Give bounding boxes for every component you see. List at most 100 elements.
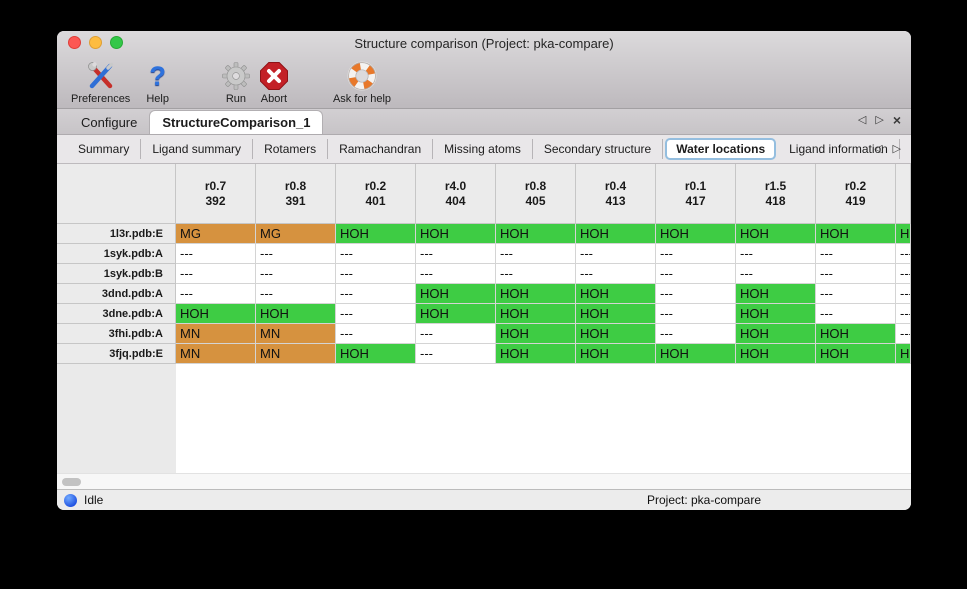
table-cell[interactable]: HOH	[336, 344, 416, 364]
subtab-ligand-information[interactable]: Ligand information	[778, 139, 900, 159]
table-cell[interactable]: ---	[896, 244, 911, 264]
close-window-button[interactable]	[68, 36, 81, 49]
subtab-summary[interactable]: Summary	[67, 139, 142, 159]
table-cell[interactable]: ---	[816, 264, 896, 284]
table-cell[interactable]: ---	[176, 264, 256, 284]
table-cell[interactable]: HOH	[496, 324, 576, 344]
subtab-ligand-summary[interactable]: Ligand summary	[141, 139, 254, 159]
table-cell[interactable]: ---	[416, 264, 496, 284]
table-cell[interactable]: HOH	[416, 284, 496, 304]
table-cell[interactable]: ---	[176, 284, 256, 304]
horizontal-scrollbar[interactable]	[57, 473, 911, 489]
table-cell[interactable]: ---	[656, 244, 736, 264]
abort-button[interactable]: Abort	[259, 60, 289, 105]
table-cell[interactable]: ---	[336, 244, 416, 264]
table-cell[interactable]: ---	[496, 244, 576, 264]
zoom-window-button[interactable]	[110, 36, 123, 49]
table-cell[interactable]: ---	[896, 324, 911, 344]
table-cell[interactable]: ---	[576, 244, 656, 264]
row-label-3fjq-pdb-E[interactable]: 3fjq.pdb:E	[57, 344, 176, 364]
subtab-secondary-structure[interactable]: Secondary structure	[533, 139, 664, 159]
row-label-1syk-pdb-B[interactable]: 1syk.pdb:B	[57, 264, 176, 284]
row-label-3fhi-pdb-A[interactable]: 3fhi.pdb:A	[57, 324, 176, 344]
subtab-water-locations[interactable]: Water locations	[665, 138, 777, 160]
table-cell[interactable]: ---	[416, 244, 496, 264]
table-cell[interactable]: HOH	[816, 224, 896, 244]
table-cell[interactable]: ---	[816, 304, 896, 324]
table-cell[interactable]: HOH	[416, 304, 496, 324]
table-cell[interactable]: HOH	[816, 324, 896, 344]
preferences-button[interactable]: Preferences	[71, 60, 130, 105]
table-cell[interactable]: HOH	[176, 304, 256, 324]
table-cell[interactable]: ---	[416, 344, 496, 364]
ask-for-help-button[interactable]: Ask for help	[333, 60, 391, 105]
table-cell[interactable]: HOH	[576, 344, 656, 364]
table-cell[interactable]: ---	[896, 264, 911, 284]
tab-configure[interactable]: Configure	[81, 115, 138, 130]
table-cell[interactable]: HOH	[656, 224, 736, 244]
subtab-missing-atoms[interactable]: Missing atoms	[433, 139, 533, 159]
table-cell[interactable]: HOH	[256, 304, 336, 324]
table-cell[interactable]: MG	[256, 224, 336, 244]
table-cell[interactable]: ---	[256, 284, 336, 304]
help-button[interactable]: ? Help	[146, 60, 169, 105]
row-label-1syk-pdb-A[interactable]: 1syk.pdb:A	[57, 244, 176, 264]
table-cell[interactable]: ---	[336, 264, 416, 284]
table-cell[interactable]: ---	[656, 284, 736, 304]
table-cell[interactable]: ---	[896, 304, 911, 324]
table-cell[interactable]: HOH	[736, 304, 816, 324]
table-cell[interactable]: ---	[336, 324, 416, 344]
table-cell[interactable]: HOH	[496, 344, 576, 364]
tab-structure-comparison-1[interactable]: StructureComparison_1	[149, 110, 324, 134]
table-cell[interactable]: HOH	[576, 224, 656, 244]
table-cell[interactable]: ---	[176, 244, 256, 264]
table-cell[interactable]: HOH	[896, 344, 911, 364]
table-cell[interactable]: HOH	[576, 324, 656, 344]
table-cell[interactable]: MG	[176, 224, 256, 244]
table-cell[interactable]: ---	[576, 264, 656, 284]
table-cell[interactable]: ---	[256, 264, 336, 284]
table-cell[interactable]: HOH	[896, 224, 911, 244]
table-cell[interactable]: ---	[336, 304, 416, 324]
table-cell[interactable]: ---	[816, 244, 896, 264]
table-cell[interactable]: MN	[256, 324, 336, 344]
table-cell[interactable]: HOH	[336, 224, 416, 244]
table-cell[interactable]: HOH	[736, 344, 816, 364]
tab-close-icon[interactable]: ×	[892, 112, 901, 128]
row-label-1l3r-pdb-E[interactable]: 1l3r.pdb:E	[57, 224, 176, 244]
subtab-rotamers[interactable]: Rotamers	[253, 139, 329, 159]
table-cell[interactable]: MN	[176, 344, 256, 364]
table-cell[interactable]: HOH	[496, 304, 576, 324]
table-cell[interactable]: HOH	[576, 304, 656, 324]
table-cell[interactable]: HOH	[416, 224, 496, 244]
subtab-ramachandran[interactable]: Ramachandran	[328, 139, 434, 159]
subtab-scroll-right-icon[interactable]: ▷	[892, 143, 901, 155]
table-cell[interactable]: HOH	[736, 224, 816, 244]
table-cell[interactable]: HOH	[496, 224, 576, 244]
table-cell[interactable]: ---	[656, 324, 736, 344]
table-cell[interactable]: ---	[656, 264, 736, 284]
title-bar[interactable]: Structure comparison (Project: pka-compa…	[57, 31, 911, 55]
table-cell[interactable]: HOH	[736, 324, 816, 344]
table-cell[interactable]: MN	[176, 324, 256, 344]
table-cell[interactable]: MN	[256, 344, 336, 364]
table-cell[interactable]: ---	[816, 284, 896, 304]
tab-scroll-left-icon[interactable]: ◁	[857, 114, 867, 126]
minimize-window-button[interactable]	[89, 36, 102, 49]
subtab-b-factors[interactable]: B-factors	[900, 139, 912, 159]
table-cell[interactable]: HOH	[656, 344, 736, 364]
scrollbar-thumb[interactable]	[62, 478, 81, 486]
table-cell[interactable]: HOH	[816, 344, 896, 364]
table-cell[interactable]: ---	[656, 304, 736, 324]
table-cell[interactable]: ---	[416, 324, 496, 344]
table-cell[interactable]: ---	[736, 264, 816, 284]
table-cell[interactable]: ---	[896, 284, 911, 304]
row-label-3dnd-pdb-A[interactable]: 3dnd.pdb:A	[57, 284, 176, 304]
tab-scroll-right-icon[interactable]: ▷	[875, 114, 884, 126]
table-cell[interactable]: HOH	[496, 284, 576, 304]
table-cell[interactable]: HOH	[736, 284, 816, 304]
table-cell[interactable]: HOH	[576, 284, 656, 304]
table-cell[interactable]: ---	[496, 264, 576, 284]
table-cell[interactable]: ---	[736, 244, 816, 264]
row-label-3dne-pdb-A[interactable]: 3dne.pdb:A	[57, 304, 176, 324]
